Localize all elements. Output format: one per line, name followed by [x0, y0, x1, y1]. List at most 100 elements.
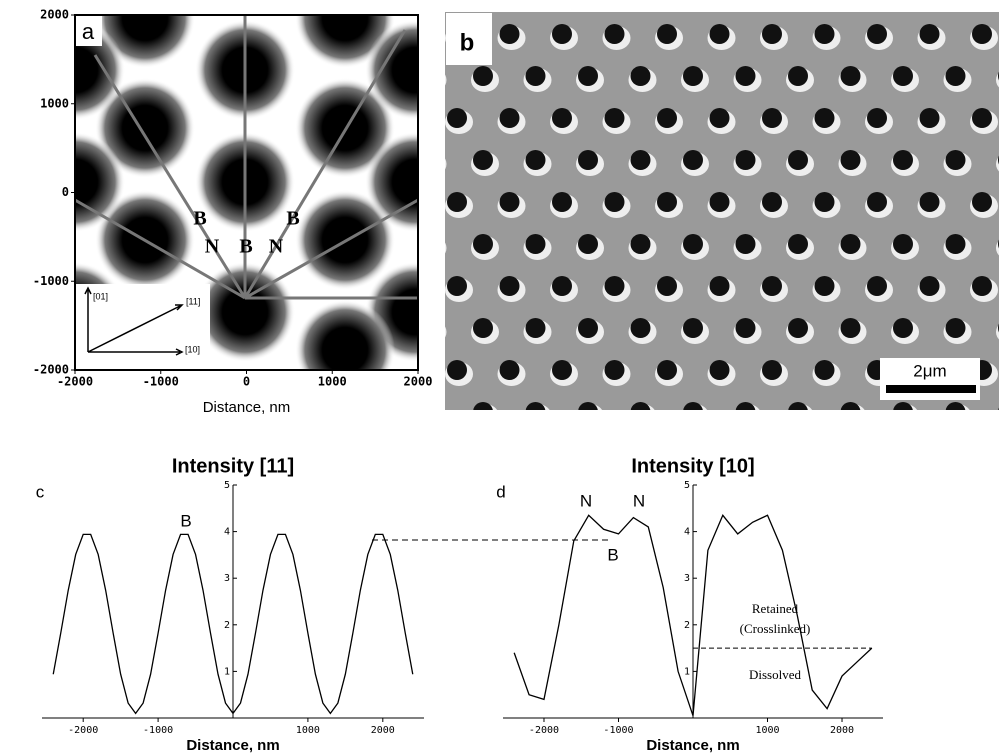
intensity-line [52, 533, 414, 715]
hole [630, 402, 651, 410]
hole [972, 108, 992, 128]
hole [525, 402, 546, 410]
hole [578, 150, 598, 170]
hole-rim [445, 74, 447, 86]
annotation: Dissolved [749, 667, 802, 682]
hole [735, 402, 756, 410]
y-tick-label: 1000 [40, 96, 69, 110]
hole [630, 150, 651, 170]
hole [709, 24, 730, 44]
chart-title: Intensity [10] [631, 455, 754, 477]
dark-spot [95, 78, 195, 178]
dark-spot [295, 300, 395, 370]
hole [788, 318, 808, 338]
hole [762, 24, 782, 44]
panel-label: a [82, 19, 95, 44]
y-tick-label: 4 [684, 527, 690, 538]
panel-label: b [460, 29, 475, 56]
x-tick-label: -1000 [603, 725, 633, 736]
hole [447, 192, 467, 212]
hole-rim [445, 242, 447, 254]
hole [945, 150, 966, 170]
hole [499, 276, 520, 296]
hole [762, 276, 782, 296]
x-tick-label: -2000 [68, 725, 98, 736]
hole [447, 108, 467, 128]
hole [735, 318, 756, 338]
hole [762, 192, 782, 212]
annotation: B [239, 236, 252, 258]
hole [657, 108, 677, 128]
hole [630, 318, 651, 338]
hole [525, 318, 546, 338]
hole [945, 234, 966, 254]
panel-label-box [76, 16, 102, 46]
annotation: N [205, 236, 220, 258]
hole [473, 318, 493, 338]
hole [840, 234, 861, 254]
x-tick-label: -2000 [529, 725, 559, 736]
hole [709, 360, 730, 380]
x-axis-label: Distance, nm [186, 737, 279, 754]
inset-box [76, 284, 210, 369]
hole [814, 276, 835, 296]
x-tick-label: 0 [243, 375, 250, 389]
panel-label: c [36, 482, 45, 501]
x-tick-label: 2000 [371, 725, 395, 736]
hole [421, 234, 441, 254]
hole [814, 108, 835, 128]
hole [945, 402, 966, 410]
x-axis-label: Distance, nm [646, 737, 739, 754]
hole [709, 108, 730, 128]
hole [683, 234, 703, 254]
hole [709, 276, 730, 296]
hole [735, 150, 756, 170]
hole [788, 150, 808, 170]
hole [867, 24, 887, 44]
annotation: Retained [752, 601, 799, 616]
hole [867, 108, 887, 128]
scale-bar-label: 2μm [913, 361, 946, 380]
hole [499, 360, 520, 380]
annotation: [11] [186, 296, 200, 306]
hole [972, 192, 992, 212]
intensity-map: a -2000 -1000 0 1000 2000 -2000 -1000 0 1000 2000 D… [33, 8, 433, 416]
dark-spot [365, 20, 418, 120]
y-tick-label: 5 [224, 480, 230, 491]
y-tick-label: -1000 [33, 274, 69, 288]
hole [421, 150, 441, 170]
cut-line [243, 29, 407, 299]
hole [604, 276, 625, 296]
hole [814, 24, 835, 44]
annotation: [10] [185, 344, 200, 354]
hole [919, 24, 940, 44]
hole [709, 192, 730, 212]
scale-bar [886, 385, 976, 393]
x-tick-label: 1000 [296, 725, 320, 736]
annotation: [01] [93, 291, 108, 301]
panel-label-box [446, 13, 492, 65]
hole [683, 66, 703, 86]
hole [945, 318, 966, 338]
hole [683, 402, 703, 410]
hole [499, 108, 520, 128]
hole [421, 402, 441, 422]
annotation: N [633, 491, 645, 510]
annotation: B [607, 545, 618, 564]
hole [788, 66, 808, 86]
annotation: B [286, 208, 299, 230]
hole [735, 66, 756, 86]
x-tick-label: 2000 [404, 375, 433, 389]
hole [919, 276, 940, 296]
y-tick-label: -2000 [33, 363, 69, 377]
hole [657, 276, 677, 296]
hole [945, 66, 966, 86]
hole [788, 234, 808, 254]
hole [578, 234, 598, 254]
hole [919, 192, 940, 212]
x-tick-label: -1000 [143, 375, 179, 389]
hole [552, 276, 572, 296]
hole [867, 192, 887, 212]
hole [657, 192, 677, 212]
annotation: B [180, 511, 191, 530]
